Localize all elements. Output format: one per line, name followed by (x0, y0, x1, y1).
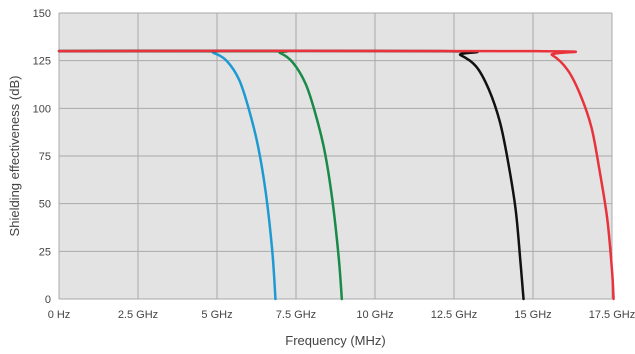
series-lines (57, 49, 615, 301)
x-axis-ticks: 0 Hz 2.5 GHz 5 GHz 7.5 GHz 10 GHz 12.5 GHz 15 … (48, 309, 635, 321)
y-axis-ticks: 0 25 50 75 100 125 150 (33, 8, 51, 306)
y-tick-label: 100 (33, 103, 51, 115)
y-tick-label: 50 (39, 199, 51, 211)
y-tick-label: 150 (33, 8, 51, 20)
y-tick-label: 25 (39, 246, 51, 258)
y-tick-label: 75 (39, 151, 51, 163)
x-tick-label: 2.5 GHz (118, 309, 158, 321)
x-tick-label: 12.5 GHz (431, 309, 477, 321)
x-tick-label: 7.5 GHz (276, 309, 316, 321)
x-tick-label: 17.5 GHz (589, 309, 635, 321)
x-tick-label: 5 GHz (201, 309, 232, 321)
y-axis-label: Shielding effectiveness (dB) (7, 76, 22, 237)
y-tick-label: 0 (45, 294, 51, 306)
y-tick-label: 125 (33, 56, 51, 68)
series-line-4 (57, 49, 615, 301)
x-axis-label: Frequency (MHz) (285, 333, 385, 348)
x-tick-label: 0 Hz (48, 309, 71, 321)
grid (58, 12, 613, 300)
x-tick-label: 15 GHz (514, 309, 551, 321)
x-tick-label: 10 GHz (356, 309, 393, 321)
